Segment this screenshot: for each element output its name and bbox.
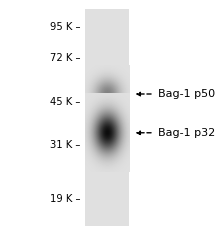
Text: 95 K –: 95 K – (50, 22, 80, 32)
Bar (85, 9, 129, 226)
Text: 72 K –: 72 K – (50, 53, 80, 63)
Text: 45 K –: 45 K – (50, 97, 80, 107)
Text: Bag-1 p50: Bag-1 p50 (158, 89, 215, 99)
Text: Bag-1 p32: Bag-1 p32 (158, 128, 216, 138)
Text: 31 K –: 31 K – (50, 140, 80, 149)
Text: 19 K –: 19 K – (50, 194, 80, 204)
